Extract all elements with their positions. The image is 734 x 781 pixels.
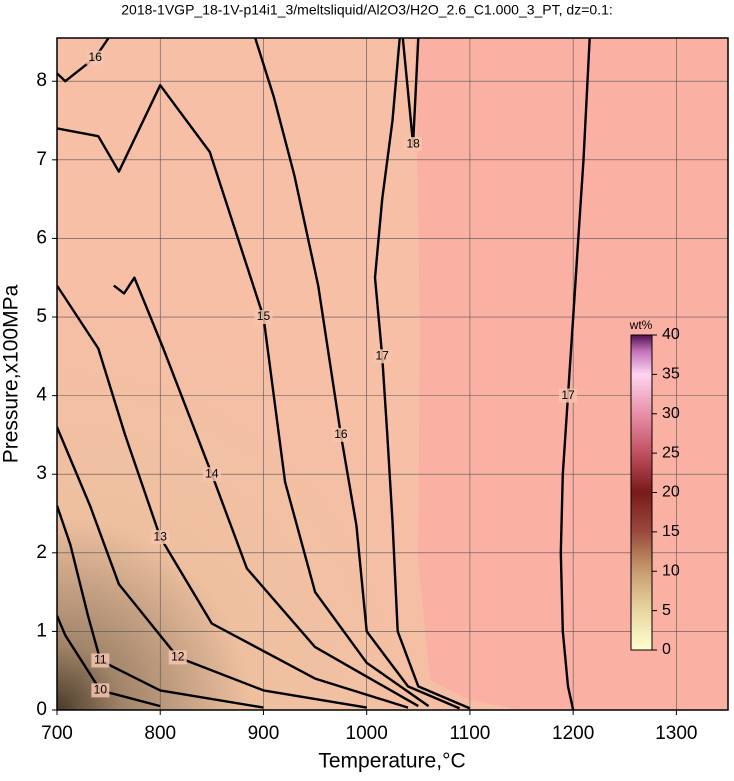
colorbar-tick-label: 40 (662, 326, 680, 343)
x-tick-label: 1300 (655, 723, 697, 744)
contour-line (559, 38, 591, 710)
colorbar-tick-label: 35 (662, 366, 680, 383)
x-tick-label: 1200 (552, 723, 594, 744)
contour-label-bg (202, 467, 221, 482)
contour-label: 14 (205, 466, 219, 480)
colorbar-tick-label: 5 (662, 602, 671, 619)
contour-line (57, 615, 161, 708)
contour-line (373, 38, 471, 710)
x-tick-label: 700 (41, 723, 73, 744)
y-tick-label: 7 (36, 149, 47, 170)
contour-label-bg (331, 427, 350, 442)
x-tick-label: 1100 (449, 723, 490, 744)
contour-label-bg (91, 653, 110, 668)
contour-line (57, 426, 367, 709)
contour-label: 17 (561, 388, 575, 402)
contour-label: 11 (94, 653, 107, 667)
x-tick-label: 1000 (346, 723, 388, 744)
plot-area (57, 38, 728, 710)
colorbar-tick-label: 30 (662, 405, 680, 422)
contour-label: 16 (334, 427, 348, 441)
shading (57, 38, 520, 710)
colorbar (630, 334, 653, 651)
contour-label: 15 (257, 309, 271, 323)
colorbar-tick-label: 15 (662, 523, 680, 540)
y-tick-label: 0 (36, 699, 47, 720)
contour-line (57, 38, 110, 83)
colorbar-tick-label: 0 (662, 641, 671, 658)
contour-label-bg (404, 137, 423, 152)
contour-label: 12 (171, 650, 185, 664)
contour-label-bg (558, 388, 577, 403)
colorbar-tick-label: 20 (662, 484, 680, 501)
x-tick-label: 800 (144, 723, 176, 744)
axes: 700 800 900 1000 1100 1200 1300012345678051015… (36, 70, 697, 744)
contour-label-bg (91, 683, 110, 698)
contour-label: 13 (154, 529, 168, 543)
y-axis-label: Pressure,x100MPa (0, 284, 23, 463)
chart-title: 2018-1VGP_18-1V-p14i1_3/meltsliquid/Al2O… (121, 2, 613, 18)
contour-line (113, 276, 419, 708)
x-tick-label: 900 (248, 723, 280, 744)
y-tick-label: 8 (36, 70, 47, 91)
colorbar-tick-label: 25 (662, 444, 680, 461)
contour-label-bg (254, 310, 273, 325)
colorbar-label: wt% (629, 318, 653, 332)
y-tick-label: 2 (36, 542, 47, 563)
contour-line (57, 83, 430, 708)
colorbar-tick-label: 10 (662, 562, 680, 579)
x-axis-label: Temperature,°C (318, 750, 465, 773)
contour-label-bg (86, 50, 105, 65)
y-tick-label: 3 (36, 463, 47, 484)
y-tick-label: 6 (36, 227, 47, 248)
contour-label-bg (373, 349, 392, 364)
contour-label-bg (151, 530, 170, 545)
contour-label: 17 (375, 348, 389, 362)
contour-line (57, 505, 264, 709)
y-tick-label: 4 (36, 385, 47, 406)
y-tick-label: 1 (36, 620, 47, 641)
contour-label: 18 (406, 136, 420, 150)
contour-label-bg (168, 650, 187, 665)
frame (56, 37, 729, 711)
contour-labels: 17 17 16 15 14 13 12 11 10 18 16 (86, 50, 577, 698)
y-tick-label: 5 (36, 306, 47, 327)
contour-label: 16 (89, 50, 103, 64)
contour-label: 10 (94, 683, 108, 697)
